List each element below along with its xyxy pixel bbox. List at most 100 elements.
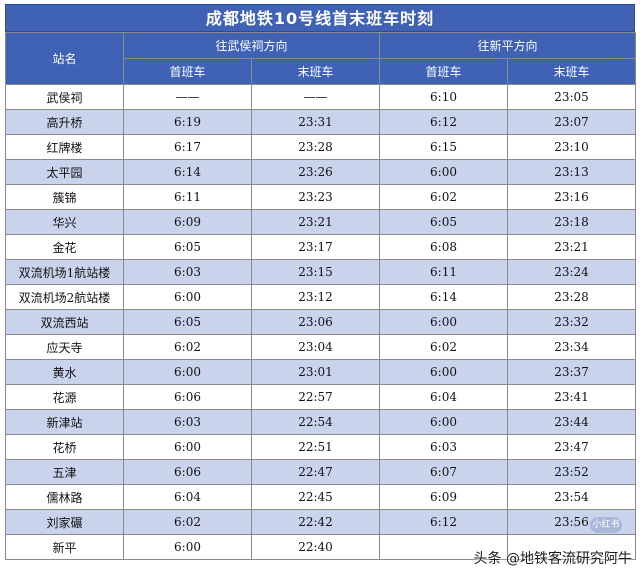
cell-d1-last: 22:42 xyxy=(250,509,381,535)
cell-d1-last: 23:01 xyxy=(250,359,381,385)
table-row: 刘家碾 6:02 22:42 6:12 23:56 xyxy=(5,509,637,535)
cell-d2-first: 6:02 xyxy=(379,334,509,360)
cell-d1-first: 6:05 xyxy=(123,234,252,260)
cell-station: 金花 xyxy=(5,234,124,260)
cell-station: 双流机场2航站楼 xyxy=(5,284,124,310)
cell-d2-last: 23:54 xyxy=(507,484,637,510)
cell-d2-last: 23:44 xyxy=(507,409,637,435)
cell-d1-first: 6:02 xyxy=(123,334,252,360)
header-dir2-last: 末班车 xyxy=(507,58,637,85)
cell-d1-first: 6:02 xyxy=(123,509,252,535)
cell-station: 五津 xyxy=(5,459,124,485)
table-row: 花桥 6:00 22:51 6:03 23:47 xyxy=(5,434,637,460)
cell-d1-last: 23:31 xyxy=(250,109,381,135)
cell-d2-first: 6:15 xyxy=(379,134,509,160)
cell-d1-last: 23:06 xyxy=(250,309,381,335)
cell-d2-last xyxy=(507,534,637,560)
timetable-body: 武侯祠 —— —— 6:10 23:05 高升桥 6:19 23:31 6:12 23:07 红牌楼… xyxy=(5,84,637,560)
cell-station: 黄水 xyxy=(5,359,124,385)
header-station: 站名 xyxy=(5,32,124,85)
cell-station: 双流机场1航站楼 xyxy=(5,259,124,285)
cell-d2-first: 6:09 xyxy=(379,484,509,510)
timetable-sheet: 成都地铁10号线首末班车时刻 站名 往武侯祠方向 往新平方向 首班车 末班车 首… xyxy=(5,4,637,560)
table-title: 成都地铁10号线首末班车时刻 xyxy=(5,4,635,32)
cell-station: 太平园 xyxy=(5,159,124,185)
header-direction-xinping: 往新平方向 xyxy=(379,32,637,59)
cell-d1-last: 22:51 xyxy=(250,434,381,460)
cell-d2-last: 23:07 xyxy=(507,109,637,135)
cell-station: 双流西站 xyxy=(5,309,124,335)
table-row: 簇锦 6:11 23:23 6:02 23:16 xyxy=(5,184,637,210)
cell-station: 华兴 xyxy=(5,209,124,235)
cell-d1-first: 6:05 xyxy=(123,309,252,335)
cell-d1-first: 6:03 xyxy=(123,409,252,435)
cell-d2-last: 23:24 xyxy=(507,259,637,285)
cell-d2-last: 23:32 xyxy=(507,309,637,335)
table-row: 红牌楼 6:17 23:28 6:15 23:10 xyxy=(5,134,637,160)
cell-d1-first: 6:00 xyxy=(123,534,252,560)
table-row: 五津 6:06 22:47 6:07 23:52 xyxy=(5,459,637,485)
cell-d1-first: 6:19 xyxy=(123,109,252,135)
table-row: 武侯祠 —— —— 6:10 23:05 xyxy=(5,84,637,110)
cell-d1-last: —— xyxy=(250,84,381,110)
cell-d2-first: 6:00 xyxy=(379,159,509,185)
cell-d2-first: 6:14 xyxy=(379,284,509,310)
table-row: 双流机场1航站楼 6:03 23:15 6:11 23:24 xyxy=(5,259,637,285)
watermark-text: 头条 @地铁客流研究阿牛 xyxy=(473,551,632,567)
cell-station: 儒林路 xyxy=(5,484,124,510)
cell-station: 红牌楼 xyxy=(5,134,124,160)
header-row-times: 首班车 末班车 首班车 末班车 xyxy=(6,58,637,85)
cell-d2-last: 23:37 xyxy=(507,359,637,385)
cell-d1-first: 6:04 xyxy=(123,484,252,510)
table-row: 新平 6:00 22:40 xyxy=(5,534,637,560)
table-row: 花源 6:06 22:57 6:04 23:41 xyxy=(5,384,637,410)
cell-d1-first: —— xyxy=(123,84,252,110)
table-row: 双流西站 6:05 23:06 6:00 23:32 xyxy=(5,309,637,335)
cell-station: 花源 xyxy=(5,384,124,410)
cell-station: 新平 xyxy=(5,534,124,560)
cell-station: 应天寺 xyxy=(5,334,124,360)
cell-d2-last: 23:47 xyxy=(507,434,637,460)
cell-d1-first: 6:06 xyxy=(123,459,252,485)
cell-d2-last: 23:10 xyxy=(507,134,637,160)
table-row: 太平园 6:14 23:26 6:00 23:13 xyxy=(5,159,637,185)
header-direction-wuhouci: 往武侯祠方向 xyxy=(122,32,381,59)
cell-d2-first: 6:00 xyxy=(379,409,509,435)
cell-d1-first: 6:06 xyxy=(123,384,252,410)
cell-d1-first: 6:00 xyxy=(123,434,252,460)
header-dir1-first: 首班车 xyxy=(123,58,252,85)
cell-d1-last: 22:40 xyxy=(250,534,381,560)
cell-d2-first: 6:05 xyxy=(379,209,509,235)
cell-d1-last: 22:45 xyxy=(250,484,381,510)
timetable: 站名 往武侯祠方向 往新平方向 首班车 末班车 首班车 末班车 武侯祠 —— —— 6… xyxy=(5,32,637,560)
table-row: 儒林路 6:04 22:45 6:09 23:54 xyxy=(5,484,637,510)
cell-d2-last: 23:16 xyxy=(507,184,637,210)
cell-d2-first: 6:02 xyxy=(379,184,509,210)
cell-d2-first: 6:12 xyxy=(379,109,509,135)
table-row: 应天寺 6:02 23:04 6:02 23:34 xyxy=(5,334,637,360)
cell-d1-last: 23:23 xyxy=(250,184,381,210)
cell-d2-first: 6:03 xyxy=(379,434,509,460)
cell-d2-first: 6:10 xyxy=(379,84,509,110)
cell-d1-last: 23:28 xyxy=(250,134,381,160)
table-row: 双流机场2航站楼 6:00 23:12 6:14 23:28 xyxy=(5,284,637,310)
cell-d1-first: 6:17 xyxy=(123,134,252,160)
cell-station: 花桥 xyxy=(5,434,124,460)
cell-d2-last: 23:18 xyxy=(507,209,637,235)
xiaohongshu-badge: 小红书 xyxy=(590,517,622,533)
cell-d1-first: 6:14 xyxy=(123,159,252,185)
cell-d2-last: 23:41 xyxy=(507,384,637,410)
cell-d1-last: 23:12 xyxy=(250,284,381,310)
cell-station: 簇锦 xyxy=(5,184,124,210)
table-row: 金花 6:05 23:17 6:08 23:21 xyxy=(5,234,637,260)
table-row: 高升桥 6:19 23:31 6:12 23:07 xyxy=(5,109,637,135)
cell-d1-first: 6:03 xyxy=(123,259,252,285)
cell-d2-first: 6:00 xyxy=(379,359,509,385)
table-row: 华兴 6:09 23:21 6:05 23:18 xyxy=(5,209,637,235)
cell-d1-last: 23:15 xyxy=(250,259,381,285)
cell-d1-last: 22:54 xyxy=(250,409,381,435)
cell-station: 刘家碾 xyxy=(5,509,124,535)
cell-d2-first xyxy=(379,534,509,560)
cell-d1-last: 23:26 xyxy=(250,159,381,185)
header-dir1-last: 末班车 xyxy=(250,58,381,85)
